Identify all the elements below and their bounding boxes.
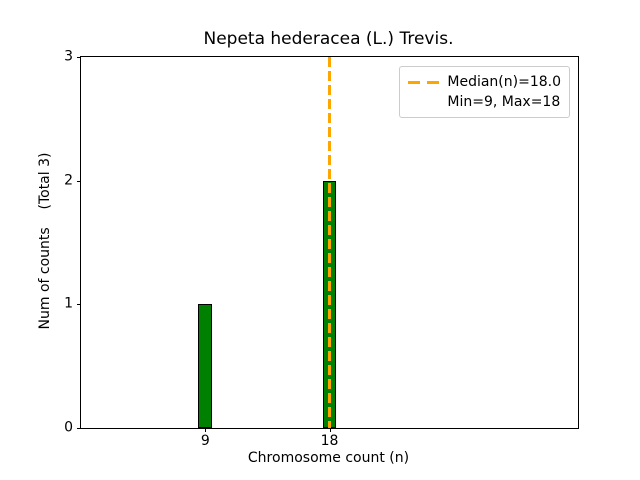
legend-label-median: Median(n)=18.0 xyxy=(447,74,561,90)
y-tick-label-0: 0 xyxy=(64,419,73,436)
y-tick-label-1: 1 xyxy=(64,295,73,312)
histogram-bar-x9 xyxy=(198,304,213,428)
x-tick-9 xyxy=(205,428,207,432)
median-dashed-line-icon xyxy=(408,80,440,84)
x-tick-label-18: 18 xyxy=(320,433,339,449)
y-axis-label: Num of counts (Total 3) xyxy=(37,152,53,330)
y-tick-label-3: 3 xyxy=(64,48,73,65)
legend-entry-median: Median(n)=18.0 xyxy=(408,72,561,92)
legend-entry-minmax: Min=9, Max=18 xyxy=(408,92,561,112)
legend-label-minmax: Min=9, Max=18 xyxy=(447,94,561,110)
x-tick-18 xyxy=(329,428,331,432)
x-tick-label-9: 9 xyxy=(200,433,210,449)
y-tick-label-2: 2 xyxy=(64,172,73,189)
x-axis-label: Chromosome count (n) xyxy=(247,450,410,466)
legend-marker-spacer xyxy=(408,101,439,104)
y-tick-2 xyxy=(77,180,81,182)
chart-title: Nepeta hederacea (L.) Trevis. xyxy=(203,29,454,49)
y-tick-3 xyxy=(77,57,81,58)
plot-area: Median(n)=18.0 Min=9, Max=18 9 18 0 1 2 3 xyxy=(64,49,579,449)
y-tick-0 xyxy=(77,428,81,429)
median-line xyxy=(328,57,331,428)
legend: Median(n)=18.0 Min=9, Max=18 xyxy=(399,66,570,118)
y-tick-1 xyxy=(77,304,81,306)
